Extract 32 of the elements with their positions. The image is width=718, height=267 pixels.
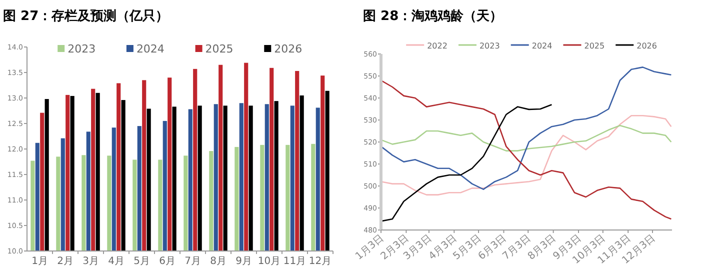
x-tick-label: 12月 (308, 256, 332, 267)
chart-title: 图 27：存栏及预测（亿只） (3, 9, 169, 24)
legend-label: 2025 (584, 42, 605, 50)
legend-item: 2022 (406, 42, 448, 50)
legend-item: 2023 (458, 42, 500, 50)
legend-item: 2026 (616, 42, 657, 50)
legend-item: 2023 (58, 42, 96, 56)
legend-label: 2026 (274, 42, 302, 56)
legend-label: 2022 (427, 42, 448, 50)
x-tick-label: 5月 (134, 256, 150, 267)
legend-item: 2025 (195, 42, 234, 56)
x-tick-label: 7月 (184, 256, 201, 267)
legend-label: 2023 (479, 42, 500, 50)
x-tick-label: 6月 (159, 256, 176, 267)
x-tick-label: 2月 (57, 256, 74, 267)
legend-label: 2024 (532, 42, 552, 50)
legend-label: 2026 (636, 42, 657, 50)
x-tick-label: 11月 (283, 256, 306, 267)
x-tick-label: 4月 (108, 256, 124, 267)
legend-item: 2025 (563, 42, 605, 50)
x-tick-label: 3月 (82, 256, 99, 267)
legend-label: 2025 (205, 42, 234, 56)
x-tick-label: 8月 (210, 256, 226, 267)
chart-title: 图 28：淘鸡鸡龄（天） (363, 9, 503, 24)
x-tick-label: 9月 (236, 256, 252, 267)
legend-item: 2024 (126, 42, 164, 56)
legend-label: 2024 (136, 42, 164, 56)
legend-item: 2026 (264, 42, 302, 56)
x-tick-label: 10月 (258, 256, 281, 267)
legend-label: 2023 (68, 42, 96, 56)
x-tick-label: 1月 (32, 256, 48, 267)
legend-item: 2024 (510, 42, 552, 50)
